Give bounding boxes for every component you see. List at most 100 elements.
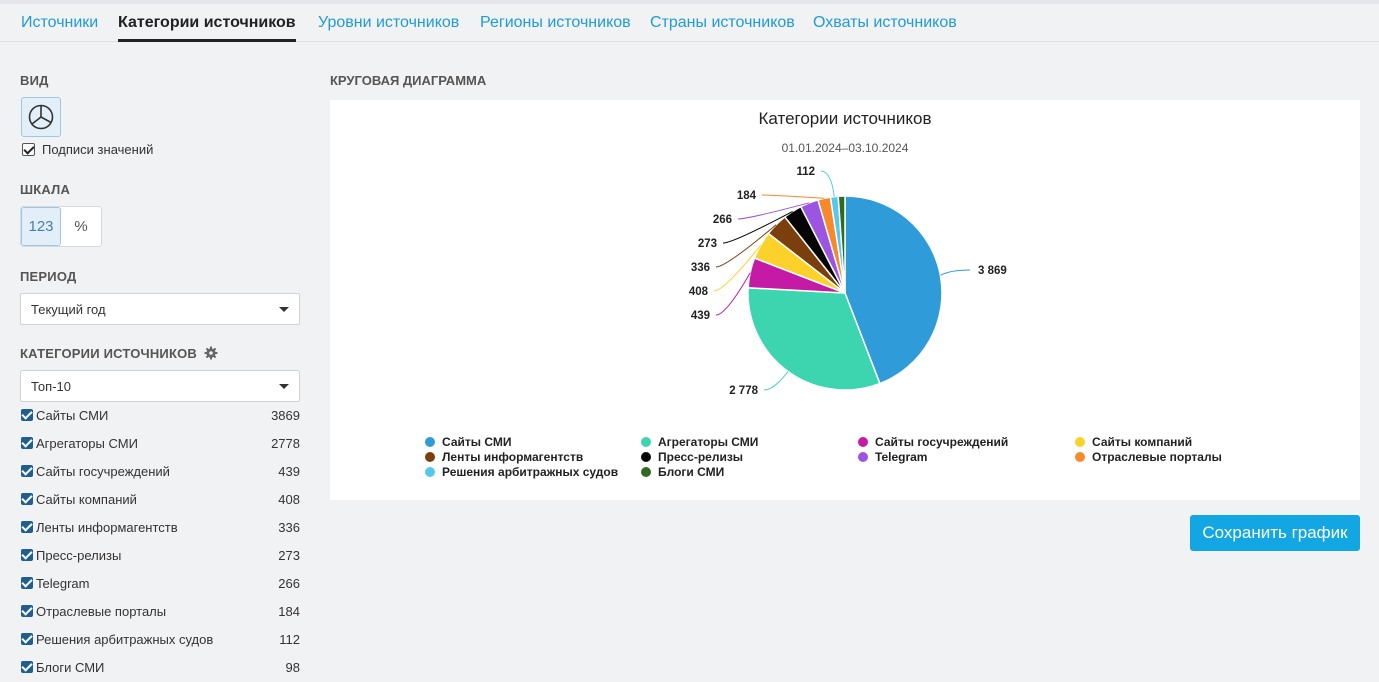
list-item[interactable]: Решения арбитражных судов 112 (21, 625, 300, 653)
legend-marker (858, 437, 868, 447)
tab-source-reach[interactable]: Охваты источников (813, 14, 957, 31)
list-item[interactable]: Сайты госучреждений 439 (21, 457, 300, 485)
category-count: 98 (285, 659, 300, 675)
value-labels-text: Подписи значений (42, 142, 154, 157)
category-name: Решения арбитражных судов (36, 631, 214, 647)
legend-item[interactable]: Агрегаторы СМИ (641, 435, 758, 449)
category-list: Сайты СМИ 3869 Агрегаторы СМИ 2778 Сайты г… (21, 401, 300, 681)
legend-marker (425, 437, 435, 447)
legend-label: Сайты компаний (1092, 435, 1192, 449)
list-item[interactable]: Агрегаторы СМИ 2778 (21, 429, 300, 457)
legend-label: Сайты госучреждений (875, 435, 1008, 449)
category-checkbox[interactable] (21, 493, 33, 505)
category-name: Сайты СМИ (36, 407, 109, 423)
category-name: Отраслевые порталы (36, 603, 167, 619)
category-checkbox[interactable] (21, 633, 33, 645)
category-count: 184 (278, 603, 300, 619)
list-item[interactable]: Блоги СМИ 98 (21, 653, 300, 681)
category-checkbox[interactable] (21, 409, 33, 421)
legend-marker (425, 452, 435, 462)
pie-slice[interactable] (747, 287, 881, 391)
legend-item[interactable]: Telegram (858, 450, 927, 464)
chart-section-label: КРУГОВАЯ ДИАГРАММА (330, 73, 487, 88)
list-item[interactable]: Сайты компаний 408 (21, 485, 300, 513)
value-label-connector (722, 210, 793, 244)
legend-marker (641, 467, 651, 477)
category-checkbox[interactable] (21, 465, 33, 477)
value-label: 273 (698, 238, 717, 250)
tab-source-countries[interactable]: Страны источников (650, 14, 795, 31)
value-labels-toggle[interactable]: Подписи значений (22, 142, 153, 157)
value-labels-checkbox[interactable] (22, 143, 35, 156)
top-strip (0, 0, 1379, 4)
pie-chart: Категории источников 01.01.2024–03.10.20… (425, 109, 1222, 479)
value-label-connector (715, 272, 751, 316)
legend-item[interactable]: Сайты СМИ (425, 435, 511, 449)
legend-marker (1075, 452, 1085, 462)
chart-title: Категории источников (758, 109, 931, 128)
tab-source-categories[interactable]: Категории источников (118, 14, 296, 42)
categories-section-text: КАТЕГОРИИ ИСТОЧНИКОВ (20, 346, 198, 361)
tab-sources[interactable]: Источники (21, 14, 99, 31)
list-item[interactable]: Отраслевые порталы 184 (21, 597, 300, 625)
tab-source-levels[interactable]: Уровни источников (318, 14, 460, 31)
value-label-connector (761, 194, 825, 199)
category-checkbox[interactable] (21, 549, 33, 561)
save-chart-button[interactable]: Сохранить график (1190, 515, 1360, 551)
legend-item[interactable]: Сайты компаний (1075, 435, 1192, 449)
view-section-label: ВИД (20, 73, 49, 88)
legend-label: Решения арбитражных судов (442, 465, 618, 479)
categories-section-label: КАТЕГОРИИ ИСТОЧНИКОВ (20, 346, 218, 361)
category-name: Пресс-релизы (36, 547, 122, 563)
period-select[interactable]: Текущий год (20, 293, 300, 325)
scale-section-label: ШКАЛА (20, 182, 71, 197)
category-count: 3869 (271, 407, 300, 423)
legend-label: Сайты СМИ (442, 435, 511, 449)
legend-label: Telegram (875, 450, 927, 464)
scale-percent-button[interactable]: % (74, 218, 88, 235)
pie-view-button[interactable] (21, 97, 61, 137)
list-item[interactable]: Пресс-релизы 273 (21, 541, 300, 569)
legend-marker (641, 452, 651, 462)
chart-panel: Категории источников 01.01.2024–03.10.20… (330, 100, 1360, 500)
legend-item[interactable]: Ленты информагентств (425, 450, 583, 464)
value-label-connector (763, 371, 789, 391)
category-checkbox[interactable] (21, 521, 33, 533)
tab-bar: Источники Категории источников Уровни ис… (0, 4, 1379, 42)
legend-item[interactable]: Сайты госучреждений (858, 435, 1008, 449)
gear-icon[interactable] (204, 346, 218, 360)
legend-marker (1075, 437, 1085, 447)
legend-marker (425, 467, 435, 477)
pie-slice[interactable] (837, 195, 846, 294)
categories-filter-select[interactable]: Топ-10 (20, 370, 300, 402)
list-item[interactable]: Ленты информагентств 336 (21, 513, 300, 541)
value-label: 112 (796, 166, 815, 178)
pie-slice[interactable] (844, 195, 943, 385)
tab-source-regions[interactable]: Регионы источников (480, 14, 631, 31)
scale-absolute-button[interactable]: 123 (21, 207, 61, 246)
value-label: 3 869 (978, 265, 1007, 277)
legend-label: Ленты информагентств (442, 450, 583, 464)
chart-subtitle: 01.01.2024–03.10.2024 (782, 141, 909, 155)
category-checkbox[interactable] (21, 437, 33, 449)
period-select-value: Текущий год (31, 302, 106, 317)
category-count: 273 (278, 547, 300, 563)
legend-item[interactable]: Отраслевые порталы (1075, 450, 1222, 464)
legend-item[interactable]: Пресс-релизы (641, 450, 743, 464)
category-checkbox[interactable] (21, 605, 33, 617)
category-checkbox[interactable] (21, 661, 33, 673)
legend-marker (641, 437, 651, 447)
value-label-connector (713, 244, 761, 292)
value-label: 439 (691, 310, 710, 322)
list-item[interactable]: Telegram 266 (21, 569, 300, 597)
category-count: 266 (278, 575, 300, 591)
list-item[interactable]: Сайты СМИ 3869 (21, 401, 300, 429)
category-count: 2778 (271, 435, 300, 451)
category-count: 408 (278, 491, 300, 507)
legend-label: Пресс-релизы (658, 450, 743, 464)
legend-item[interactable]: Решения арбитражных судов (425, 465, 618, 479)
value-label-connector (737, 202, 810, 220)
category-count: 439 (278, 463, 300, 479)
legend-item[interactable]: Блоги СМИ (641, 465, 724, 479)
category-checkbox[interactable] (21, 577, 33, 589)
